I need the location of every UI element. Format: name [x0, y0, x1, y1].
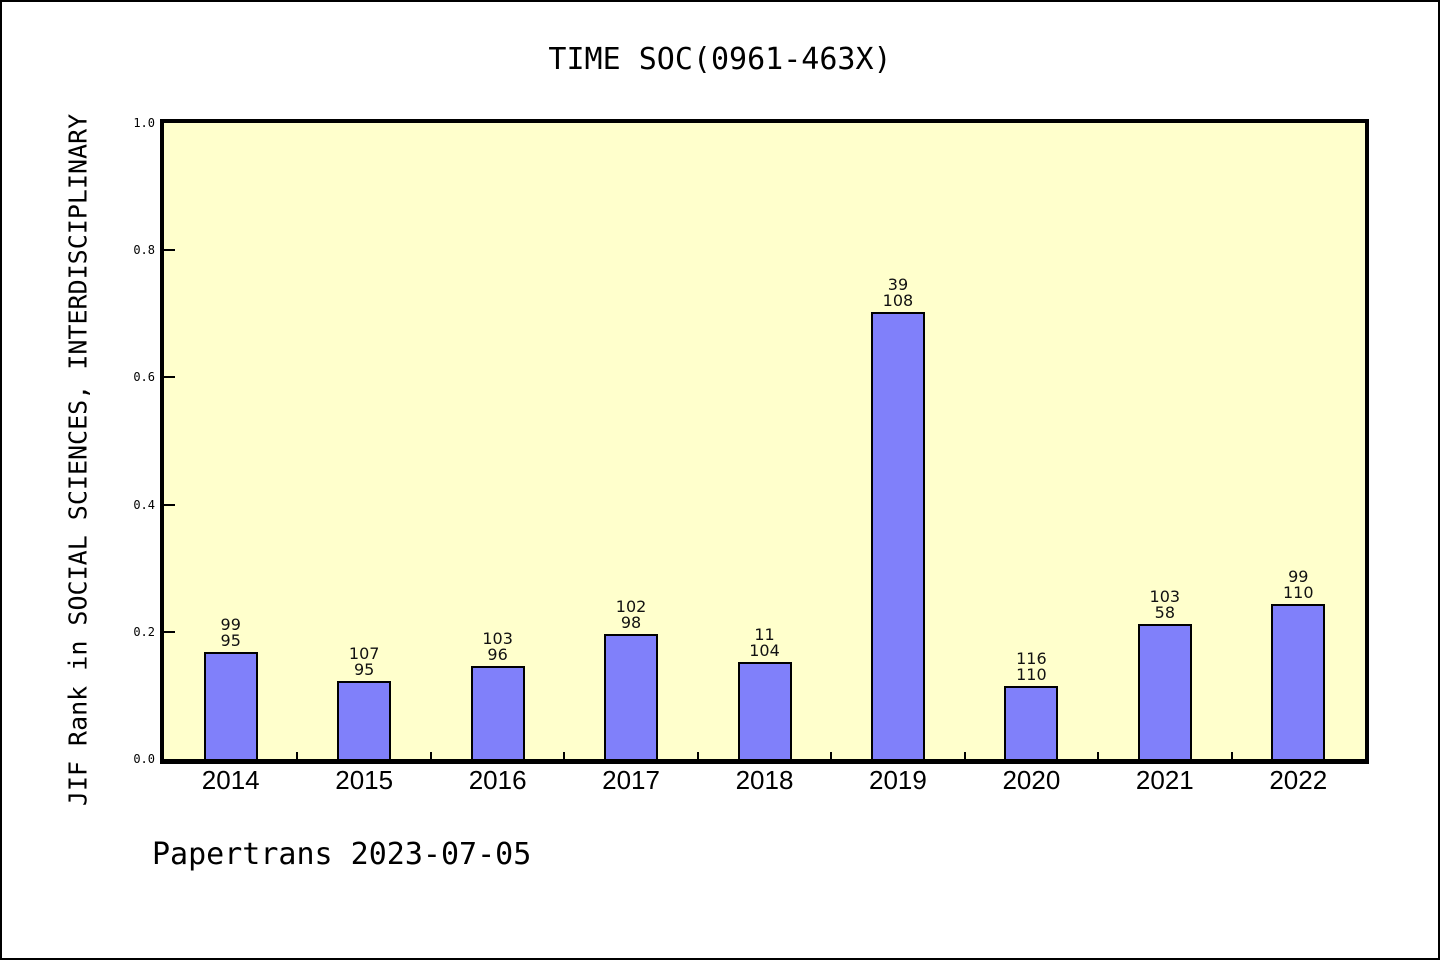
x-axis-tick: [429, 752, 432, 759]
x-category-label-2022: 2022: [1269, 765, 1328, 795]
x-category-label-2016: 2016: [468, 765, 527, 795]
x-category-label-2020: 2020: [1002, 765, 1061, 795]
y-axis-tick: [164, 630, 175, 633]
bar-value-bottom: 95: [353, 660, 375, 679]
footer-text: Papertrans 2023-07-05: [152, 837, 532, 872]
y-axis-tick: [164, 376, 175, 379]
bar-2019: [870, 312, 925, 759]
x-axis-tick: [696, 752, 699, 759]
bar-value-bottom: 96: [487, 645, 508, 664]
bar-value-top: 99: [1288, 567, 1309, 586]
x-category-label-2017: 2017: [602, 765, 660, 795]
bar-value-label-2020: 116 110: [1016, 651, 1047, 683]
bar-2020: [1004, 686, 1059, 759]
y-tick-label-0.2: 0.2: [133, 624, 155, 639]
bar-value-top: 99: [220, 615, 241, 634]
bar-value-top: 103: [482, 629, 513, 648]
bar-value-bottom: 110: [1016, 665, 1047, 684]
bar-2016: [470, 666, 525, 759]
x-category-label-2014: 2014: [201, 765, 260, 795]
x-axis-tick: [963, 752, 966, 759]
x-axis-tick: [563, 752, 566, 759]
x-category-label-2015: 2015: [335, 765, 394, 795]
x-axis-tick: [1230, 752, 1233, 759]
bar-value-label-2021: 103 58: [1150, 589, 1181, 621]
x-category-label-2018: 2018: [735, 765, 794, 795]
bar-value-label-2019: 39 108: [883, 277, 914, 309]
chart-title: TIME SOC(0961-463X): [548, 42, 892, 77]
bar-value-label-2015: 107 95: [349, 646, 380, 678]
y-tick-label-0.6: 0.6: [133, 370, 155, 385]
y-axis-tick: [164, 503, 175, 506]
bar-value-label-2016: 103 96: [482, 631, 513, 663]
plot-area: 99 95 107 95 103 96 102 98 11 104 39 108 116 110 103 58…: [160, 119, 1369, 764]
bar-2015: [337, 681, 392, 759]
y-tick-label-0.0: 0.0: [133, 752, 155, 766]
bar-2017: [604, 634, 659, 759]
bar-value-top: 103: [1149, 587, 1181, 606]
bar-value-top: 107: [348, 644, 380, 663]
y-axis-label: JIF Rank in SOCIAL SCIENCES, INTERDISCIP…: [63, 113, 93, 807]
bar-value-label-2018: 11 104: [749, 627, 780, 659]
x-axis-tick: [296, 752, 299, 759]
bar-2014: [203, 652, 258, 759]
bar-value-bottom: 98: [620, 613, 642, 632]
x-axis-tick: [1097, 752, 1100, 759]
y-tick-label-1.0: 1.0: [133, 116, 155, 130]
bar-2022: [1271, 604, 1326, 759]
bar-value-top: 11: [754, 625, 775, 644]
bar-value-bottom: 95: [220, 631, 241, 650]
x-category-label-2021: 2021: [1135, 765, 1194, 795]
bar-value-bottom: 110: [1282, 583, 1314, 602]
bar-value-label-2022: 99 110: [1283, 569, 1314, 601]
bar-value-bottom: 108: [882, 291, 914, 310]
x-axis-tick: [830, 752, 833, 759]
bar-value-top: 116: [1016, 649, 1047, 668]
y-tick-label-0.8: 0.8: [133, 243, 155, 258]
y-axis-tick: [164, 249, 175, 252]
bar-value-label-2017: 102 98: [616, 599, 647, 631]
bar-value-bottom: 104: [749, 641, 780, 660]
x-category-label-2019: 2019: [869, 765, 927, 795]
bar-value-bottom: 58: [1154, 603, 1176, 622]
y-tick-label-0.4: 0.4: [133, 497, 155, 512]
bar-value-label-2014: 99 95: [221, 617, 241, 649]
bar-value-top: 102: [615, 597, 647, 616]
bar-2018: [737, 662, 792, 759]
bar-value-top: 39: [887, 275, 909, 294]
bar-2021: [1137, 624, 1192, 759]
